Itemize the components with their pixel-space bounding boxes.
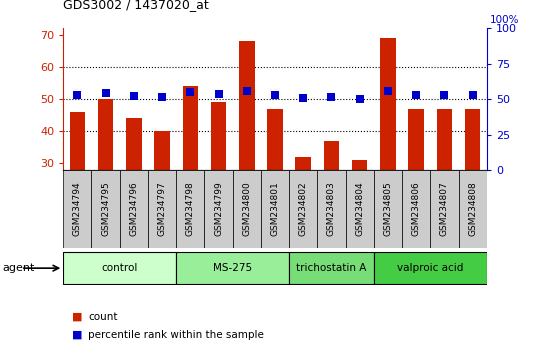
Bar [352,160,367,260]
FancyBboxPatch shape [176,170,205,248]
Text: GSM234807: GSM234807 [440,182,449,236]
Text: percentile rank within the sample: percentile rank within the sample [88,330,264,339]
Text: GSM234796: GSM234796 [129,182,139,236]
Text: GSM234800: GSM234800 [242,182,251,236]
FancyBboxPatch shape [430,170,459,248]
Text: control: control [102,263,138,273]
Point [440,92,449,98]
Bar [155,131,170,260]
Point [327,94,336,100]
Text: GSM234798: GSM234798 [186,182,195,236]
Point [299,96,307,101]
FancyBboxPatch shape [120,170,148,248]
Point [214,91,223,97]
FancyBboxPatch shape [63,252,176,284]
Text: ■: ■ [72,312,82,322]
Bar [183,86,198,260]
FancyBboxPatch shape [261,170,289,248]
FancyBboxPatch shape [289,170,317,248]
Text: GSM234799: GSM234799 [214,182,223,236]
Bar [465,109,480,260]
Bar [70,112,85,260]
Text: GSM234794: GSM234794 [73,182,82,236]
Text: ■: ■ [72,330,82,339]
Bar [295,157,311,260]
FancyBboxPatch shape [402,170,430,248]
Bar [126,119,141,260]
FancyBboxPatch shape [176,252,289,284]
Bar [98,99,113,260]
FancyBboxPatch shape [317,170,345,248]
Text: GSM234804: GSM234804 [355,182,364,236]
FancyBboxPatch shape [91,170,120,248]
FancyBboxPatch shape [289,252,374,284]
Text: GSM234806: GSM234806 [411,182,421,236]
Text: trichostatin A: trichostatin A [296,263,367,273]
Text: GSM234797: GSM234797 [157,182,167,236]
Text: count: count [88,312,118,322]
Point [271,92,279,98]
FancyBboxPatch shape [459,170,487,248]
Bar [437,109,452,260]
Point [412,92,421,98]
Bar [380,38,395,260]
Text: GSM234808: GSM234808 [468,182,477,236]
Bar [267,109,283,260]
FancyBboxPatch shape [345,170,374,248]
Point [73,92,82,98]
Point [158,94,167,100]
Point [243,88,251,94]
FancyBboxPatch shape [233,170,261,248]
Text: 100%: 100% [490,15,519,25]
Point [129,93,138,99]
Text: agent: agent [3,263,35,273]
FancyBboxPatch shape [374,170,402,248]
Point [101,91,110,96]
Text: GSM234801: GSM234801 [271,182,279,236]
FancyBboxPatch shape [148,170,176,248]
Bar [239,41,255,260]
Text: MS-275: MS-275 [213,263,252,273]
Point [383,88,392,94]
Text: GSM234803: GSM234803 [327,182,336,236]
Text: valproic acid: valproic acid [397,263,464,273]
Point [186,89,195,95]
FancyBboxPatch shape [374,252,487,284]
Bar [409,109,424,260]
Bar [211,102,226,260]
Text: GSM234805: GSM234805 [383,182,393,236]
FancyBboxPatch shape [63,170,91,248]
Point [468,92,477,98]
Text: GDS3002 / 1437020_at: GDS3002 / 1437020_at [63,0,209,11]
Bar [324,141,339,260]
Text: GSM234795: GSM234795 [101,182,110,236]
Text: GSM234802: GSM234802 [299,182,308,236]
Point [355,96,364,102]
FancyBboxPatch shape [205,170,233,248]
